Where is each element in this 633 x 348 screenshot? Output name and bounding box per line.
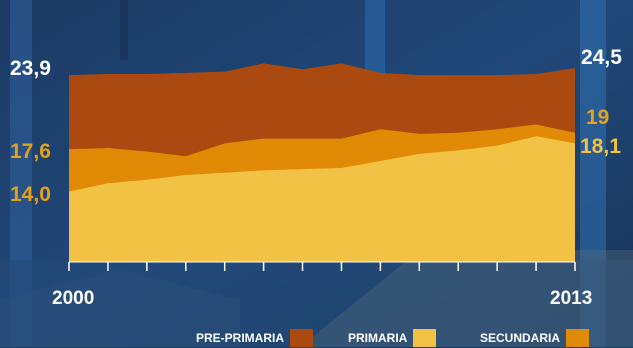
- legend-label: SECUNDARIA: [480, 331, 561, 345]
- x-tick-label-start: 2000: [52, 288, 95, 309]
- end-label-secundaria: 19: [586, 106, 610, 129]
- legend-swatch: [566, 329, 590, 347]
- legend-swatch: [290, 329, 314, 347]
- end-label-preprimaria: 24,5: [581, 46, 622, 69]
- legend-swatch: [413, 329, 437, 347]
- start-label-secundaria: 17,6: [10, 140, 51, 163]
- area-series-primaria: [69, 136, 575, 262]
- legend-label: PRIMARIA: [348, 331, 408, 345]
- start-label-primaria: 14,0: [10, 183, 51, 206]
- x-tick-label-end: 2013: [550, 288, 593, 309]
- legend-item-preprimaria: PRE-PRIMARIA: [196, 328, 314, 348]
- legend-label: PRE-PRIMARIA: [196, 331, 285, 345]
- start-label-preprimaria: 23,9: [10, 57, 51, 80]
- legend-item-primaria: PRIMARIA: [348, 328, 437, 348]
- legend-item-secundaria: SECUNDARIA: [480, 328, 590, 348]
- end-label-primaria: 18,1: [580, 135, 621, 158]
